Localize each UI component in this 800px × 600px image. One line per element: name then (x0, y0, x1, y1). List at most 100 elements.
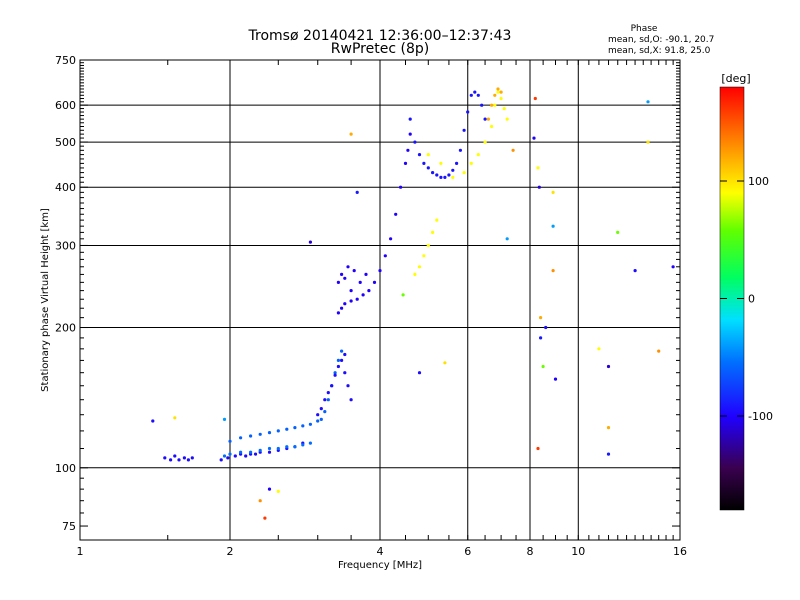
data-point (426, 153, 430, 157)
data-point (364, 272, 368, 276)
data-point (333, 373, 337, 377)
colorbar-tick-label: 0 (748, 293, 755, 306)
data-point (483, 117, 487, 121)
data-point (536, 166, 540, 170)
data-point (462, 171, 466, 175)
data-point (544, 325, 548, 330)
data-point (151, 419, 155, 423)
data-point (182, 456, 186, 460)
minor-ticks (79, 59, 681, 540)
data-point (222, 417, 227, 421)
data-point (355, 297, 359, 301)
stats-x-mode: mean, sd,X: 91.8, 25.0 (608, 46, 711, 56)
x-tick-label: 1 (77, 545, 84, 558)
data-point (301, 424, 305, 428)
data-point (258, 499, 262, 503)
data-point (383, 254, 387, 258)
data-point (451, 175, 455, 179)
data-point (413, 272, 417, 276)
data-point (226, 456, 230, 460)
data-point (533, 96, 537, 101)
data-point (349, 289, 353, 293)
data-point (422, 254, 426, 258)
data-point (336, 358, 340, 362)
data-point (326, 391, 330, 395)
data-point (228, 439, 232, 443)
data-point (333, 371, 337, 375)
data-point (469, 93, 473, 97)
data-point (435, 218, 439, 222)
data-point (551, 224, 555, 228)
data-point (499, 90, 503, 94)
data-point (606, 452, 611, 456)
data-point (403, 161, 408, 165)
data-point (367, 289, 371, 293)
data-point (340, 306, 344, 310)
data-point (417, 153, 422, 157)
data-point (493, 103, 497, 107)
data-point (343, 352, 347, 357)
data-point (426, 243, 430, 248)
data-point (532, 136, 536, 140)
data-point (263, 516, 267, 520)
data-point (606, 364, 611, 369)
x-tick-labels: 1 2 4 6 8 10 16 (77, 545, 688, 558)
data-point (473, 90, 477, 94)
data-point (378, 269, 382, 273)
data-point (657, 349, 661, 353)
data-point (466, 110, 470, 114)
data-point (406, 148, 410, 152)
x-tick-label: 16 (673, 545, 687, 558)
data-point (349, 398, 353, 402)
data-point (502, 107, 506, 111)
x-tick-label: 2 (227, 545, 234, 558)
data-point (633, 269, 637, 273)
data-point (496, 90, 500, 94)
data-point (496, 87, 500, 91)
data-point (355, 190, 359, 194)
y-tick-label: 100 (55, 462, 76, 475)
x-tick-label: 4 (377, 545, 384, 558)
y-tick-label: 400 (55, 181, 76, 194)
x-tick-label: 10 (571, 545, 585, 558)
data-point (258, 432, 262, 436)
data-point (177, 458, 181, 462)
colorbar-label: [deg] (721, 72, 750, 85)
data-point (358, 280, 362, 284)
data-point (233, 454, 237, 458)
data-point (417, 371, 422, 375)
data-point (308, 422, 312, 426)
data-point (443, 175, 447, 179)
y-tick-labels: 75 100 200 300 400 500 600 750 (55, 54, 76, 533)
x-tick-label: 6 (464, 545, 471, 558)
data-point (469, 161, 473, 165)
data-point (285, 445, 289, 449)
data-point (458, 148, 462, 152)
data-point (285, 427, 289, 431)
data-point (499, 96, 503, 101)
data-point (346, 265, 350, 269)
data-point (343, 302, 347, 306)
data-point (486, 117, 490, 121)
data-point (316, 413, 320, 417)
data-point (447, 173, 451, 177)
y-axis-label: Stationary phase Virtual Height [km] (40, 208, 51, 392)
y-tick-label: 75 (62, 520, 76, 533)
data-point (536, 446, 540, 451)
data-point (326, 398, 330, 402)
data-point (422, 161, 426, 165)
data-point (439, 161, 443, 165)
data-point (490, 103, 494, 107)
data-point (401, 293, 405, 297)
colorbar-tick-label: 100 (748, 175, 769, 188)
data-point (671, 265, 675, 269)
data-point (455, 161, 459, 165)
data-point (431, 230, 435, 234)
data-point (539, 336, 543, 340)
data-point (551, 269, 555, 273)
data-point (426, 166, 430, 170)
data-point (439, 175, 443, 179)
data-point (539, 316, 543, 320)
data-point (293, 426, 297, 430)
data-point (169, 458, 173, 462)
